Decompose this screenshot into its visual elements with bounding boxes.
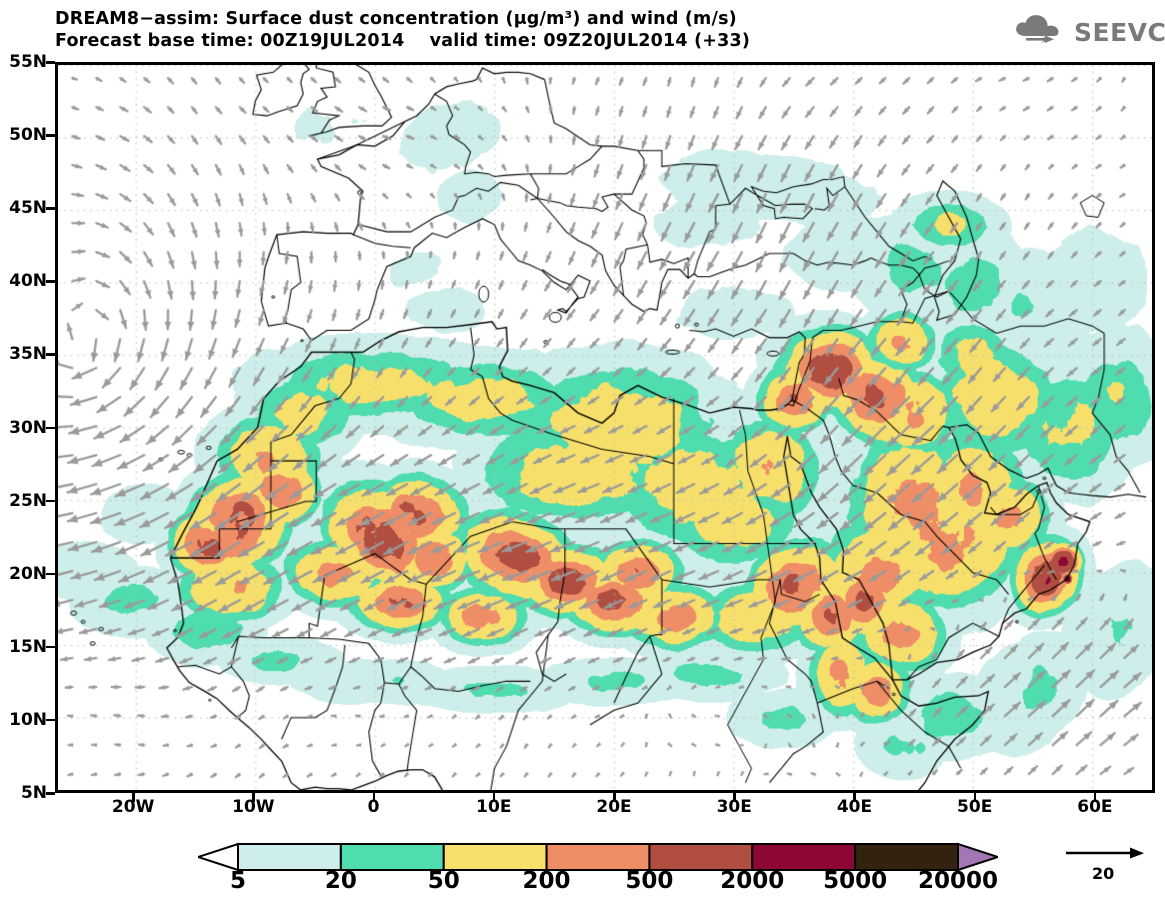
lon-tick-mark xyxy=(372,793,376,802)
colorbar-band xyxy=(751,843,857,871)
lon-tick-label: 20W xyxy=(111,797,155,817)
lon-tick-label: 10W xyxy=(232,797,275,817)
colorbar-band-above-max xyxy=(957,842,998,872)
lon-tick-mark xyxy=(1093,793,1097,802)
colorbar-tick-label: 20 xyxy=(324,868,357,894)
lat-tick-mark xyxy=(46,353,55,356)
wind-arrow-icon xyxy=(1066,847,1144,859)
lon-tick-mark xyxy=(853,793,856,802)
lat-tick-label: 30N xyxy=(9,417,47,438)
colorbar-band xyxy=(442,843,548,871)
lat-tick-label: 10N xyxy=(9,709,47,730)
lon-tick-mark xyxy=(492,793,496,802)
wind-scale-value: 20 xyxy=(1092,864,1115,883)
colorbar-tick-label: 20000 xyxy=(917,868,999,894)
colorbar-band xyxy=(648,843,754,871)
colorbar-band-below-min xyxy=(198,842,239,872)
lat-tick-label: 40N xyxy=(9,271,47,292)
colorbar-tick-label: 5 xyxy=(229,868,247,894)
colorbar-legend: 5 20 50 200 500 2000 5000 20000 xyxy=(0,836,1165,907)
lon-tick-mark xyxy=(973,793,977,802)
colorbar-band xyxy=(545,843,651,871)
lat-tick-label: 15N xyxy=(9,636,47,657)
lat-tick-mark xyxy=(46,207,55,210)
colorbar-tick-label: 5000 xyxy=(823,868,888,894)
lat-tick-label: 50N xyxy=(9,125,47,146)
lon-tick-mark xyxy=(613,793,616,802)
lat-tick-mark xyxy=(46,134,55,137)
lon-tick-label: 30E xyxy=(716,797,752,817)
seevccc-logo: SEEVCCC xyxy=(1012,12,1165,52)
cloud-wind-icon xyxy=(1016,15,1059,43)
dust-concentration-field xyxy=(58,65,1152,790)
lat-tick-label: 5N xyxy=(20,783,47,803)
colorbar-band xyxy=(237,843,342,871)
wind-scale-key: 20 xyxy=(1062,844,1158,890)
lat-tick-mark xyxy=(46,280,55,283)
lat-tick-label: 35N xyxy=(9,344,47,365)
lat-tick-mark xyxy=(46,718,55,722)
lat-tick-label: 20N xyxy=(9,563,47,584)
seevccc-logo-text: SEEVCCC xyxy=(1074,18,1165,47)
chart-title-line-1: DREAM8−assim: Surface dust concentration… xyxy=(55,9,737,29)
lat-tick-label: 55N xyxy=(9,52,47,72)
lon-tick-label: 40E xyxy=(836,797,873,817)
colorbar-swatches xyxy=(198,842,998,872)
lon-tick-label: 20E xyxy=(596,797,632,817)
colorbar-band xyxy=(339,843,445,871)
lat-tick-mark xyxy=(46,426,55,429)
lon-tick-mark xyxy=(132,793,135,802)
lat-tick-label: 45N xyxy=(9,198,47,219)
colorbar-tick-label: 200 xyxy=(522,868,571,894)
lon-tick-label: 0 xyxy=(367,797,380,817)
lon-tick-mark xyxy=(733,793,736,802)
lat-tick-mark xyxy=(46,499,55,503)
chart-title-block: DREAM8−assim: Surface dust concentration… xyxy=(55,8,955,52)
lat-tick-label: 25N xyxy=(9,490,47,511)
lat-tick-mark xyxy=(46,792,55,795)
lon-tick-mark xyxy=(252,793,255,802)
colorbar-tick-label: 500 xyxy=(625,868,674,894)
lat-tick-mark xyxy=(46,572,55,576)
chart-title-line-2: Forecast base time: 00Z19JUL2014 valid t… xyxy=(55,31,751,51)
map-plot-area[interactable] xyxy=(55,62,1155,793)
colorbar-band xyxy=(854,843,960,871)
lon-tick-label: 10E xyxy=(476,797,512,817)
colorbar-tick-label: 2000 xyxy=(720,868,785,894)
lat-tick-mark xyxy=(46,645,55,649)
lon-tick-label: 50E xyxy=(957,797,993,817)
lat-tick-mark xyxy=(46,61,55,64)
lon-tick-label: 60E xyxy=(1077,797,1113,817)
colorbar-tick-label: 50 xyxy=(427,868,460,894)
